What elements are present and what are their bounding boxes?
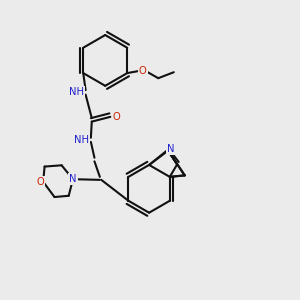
- Text: O: O: [36, 177, 44, 187]
- Text: NH: NH: [69, 87, 84, 97]
- Text: O: O: [113, 112, 121, 122]
- Text: NH: NH: [74, 135, 88, 146]
- Text: O: O: [139, 66, 147, 76]
- Text: N: N: [167, 144, 174, 154]
- Text: N: N: [69, 174, 77, 184]
